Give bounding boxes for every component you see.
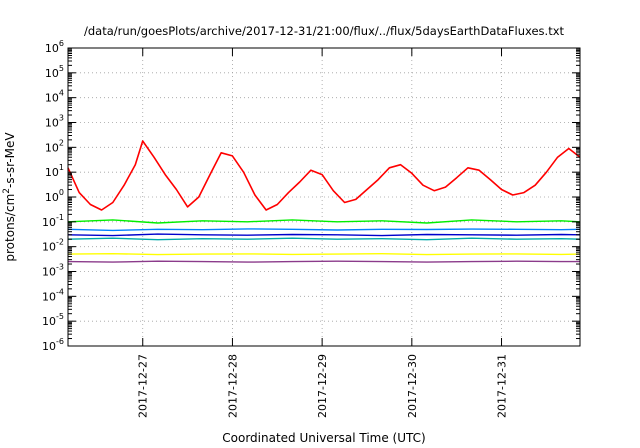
series-line-6 bbox=[67, 260, 580, 263]
chart-title: /data/run/goesPlots/archive/2017-12-31/2… bbox=[84, 24, 565, 38]
series-line-0 bbox=[67, 140, 581, 211]
x-tick-labels: 2017-12-27 2017-12-28 2017-12-29 2017-12-30… bbox=[137, 354, 509, 418]
y-tick-label: 103 bbox=[45, 114, 64, 130]
y-tick-label: 10-4 bbox=[42, 287, 64, 303]
y-tick-label: 10-1 bbox=[42, 213, 64, 229]
series-line-3 bbox=[67, 237, 581, 241]
axis-ticks bbox=[68, 47, 580, 347]
y-axis-label: protons/cm2-s-sr-MeV bbox=[2, 132, 17, 262]
x-tick-label: 2017-12-30 bbox=[406, 354, 419, 418]
series-line-2 bbox=[67, 228, 581, 232]
y-tick-label: 10-6 bbox=[42, 337, 64, 353]
y-tick-label: 105 bbox=[45, 64, 64, 80]
y-tick-label: 10-3 bbox=[42, 263, 64, 279]
series-line-4 bbox=[67, 233, 581, 237]
y-tick-labels: 10-6 10-5 10-4 10-3 10-2 10-1 100 101 102 103 104 1… bbox=[42, 39, 64, 353]
plot-series bbox=[67, 140, 581, 263]
x-tick-label: 2017-12-31 bbox=[496, 354, 509, 418]
y-tick-label: 100 bbox=[45, 188, 64, 204]
x-axis-label: Coordinated Universal Time (UTC) bbox=[222, 431, 425, 445]
x-tick-label: 2017-12-28 bbox=[226, 354, 239, 418]
y-tick-label: 101 bbox=[45, 163, 64, 179]
series-line-1 bbox=[67, 219, 581, 224]
x-tick-label: 2017-12-29 bbox=[316, 354, 329, 418]
y-tick-label: 102 bbox=[45, 138, 64, 154]
x-tick-label: 2017-12-27 bbox=[137, 354, 150, 418]
y-tick-label: 10-2 bbox=[42, 238, 64, 254]
y-tick-label: 104 bbox=[45, 89, 64, 105]
y-tick-label: 106 bbox=[45, 39, 64, 55]
series-line-5 bbox=[67, 253, 581, 256]
y-tick-label: 10-5 bbox=[42, 312, 64, 328]
